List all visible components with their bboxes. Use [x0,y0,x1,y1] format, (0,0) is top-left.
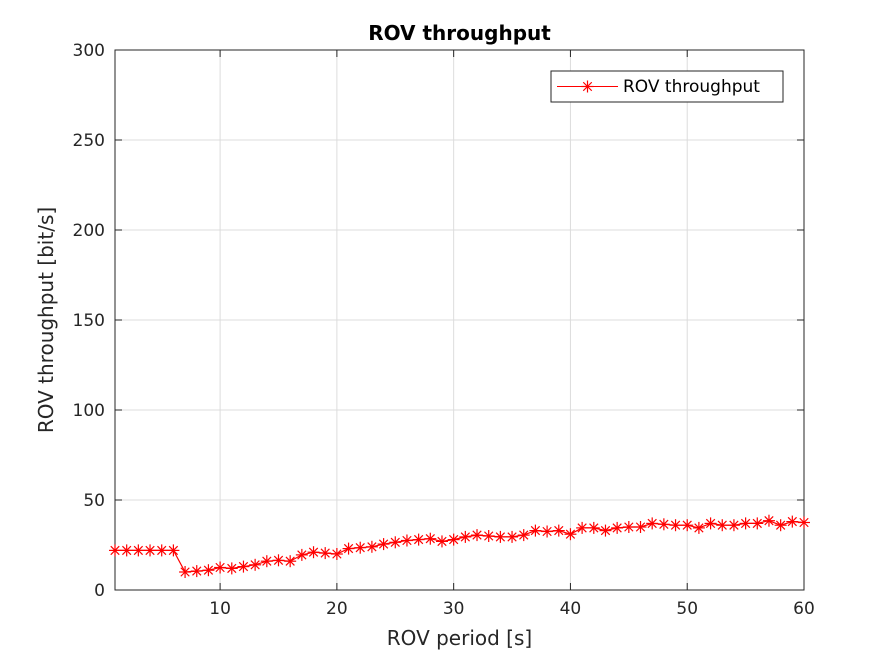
data-point-marker [109,544,121,557]
data-point-marker [692,521,705,534]
data-point-marker [716,519,729,532]
data-point-marker [237,560,250,573]
data-point-marker [167,544,180,557]
data-point-marker [132,544,145,557]
legend-marker-asterisk [581,80,594,93]
data-point-marker [517,529,530,542]
data-point-marker [541,525,554,538]
y-tick-label: 300 [73,41,105,61]
data-point-marker [552,524,565,537]
data-point-marker [307,546,320,559]
y-tick-label: 150 [73,311,105,331]
data-point-marker [786,515,799,528]
data-point-marker [459,530,472,543]
data-point-marker [179,566,192,578]
data-point-marker [330,548,343,560]
data-point-marker [284,555,297,568]
x-tick-label: 50 [676,599,698,619]
data-point-marker [634,521,647,533]
data-point-marker [260,555,273,568]
data-point-marker [622,521,635,533]
data-point-marker [751,517,764,530]
data-point-marker [249,558,262,571]
data-point-marker [214,561,227,574]
series-layer [109,514,810,578]
data-point-marker [482,530,495,542]
data-point-marker [319,547,332,560]
data-point-marker [120,544,133,557]
data-point-marker [155,544,168,557]
y-tick-label: 200 [73,221,105,241]
data-point-marker [587,521,600,534]
data-point-marker [400,534,413,547]
data-point-marker [669,519,682,532]
x-tick-label: 20 [326,599,348,619]
data-point-marker [576,521,589,534]
y-tick-label: 250 [73,131,105,151]
data-point-marker [646,517,659,530]
axis-ticks: 10 20 30 40 50 60 0 50 100 150 200 250 300 [73,41,815,619]
data-point-marker [342,542,355,555]
data-point-marker [225,562,238,575]
chart-title: ROV throughput [368,21,551,45]
x-tick-label: 40 [560,599,582,619]
grid-lines [115,49,805,591]
y-tick-label: 100 [73,401,105,421]
y-tick-label: 0 [94,581,105,601]
data-point-marker [529,524,542,537]
legend-asterisk [581,80,594,93]
data-point-marker [681,519,694,532]
data-point-marker [727,519,740,532]
x-tick-label: 10 [209,599,231,619]
data-point-marker [412,533,425,546]
y-tick-label: 50 [83,491,105,511]
data-point-marker [762,514,775,527]
x-tick-label: 60 [793,599,815,619]
data-point-marker [704,517,717,530]
data-point-marker [471,529,484,542]
data-point-marker [144,544,157,557]
data-point-marker [435,535,448,548]
x-tick-label: 30 [443,599,465,619]
data-point-marker [494,530,507,543]
legend: ROV throughput [550,70,784,103]
data-point-marker [295,548,308,561]
data-point-marker [424,532,437,545]
legend-label: ROV throughput [623,77,760,97]
data-point-marker [389,536,402,549]
data-point-marker [365,540,378,553]
data-point-marker [564,528,577,541]
data-point-marker [377,538,390,551]
data-point-marker [657,518,670,531]
data-point-marker [272,554,285,567]
data-point-marker [739,517,752,530]
x-axis-label: ROV period [s] [387,626,532,650]
data-point-marker [774,519,787,532]
data-point-marker [611,521,624,534]
data-point-marker [798,516,810,529]
data-point-marker [599,524,612,537]
data-point-marker [202,564,215,577]
y-axis-label: ROV throughput [bit/s] [34,207,58,433]
data-point-marker [190,565,203,578]
data-point-marker [506,530,519,543]
data-point-marker [354,541,367,554]
data-point-marker [447,533,460,546]
